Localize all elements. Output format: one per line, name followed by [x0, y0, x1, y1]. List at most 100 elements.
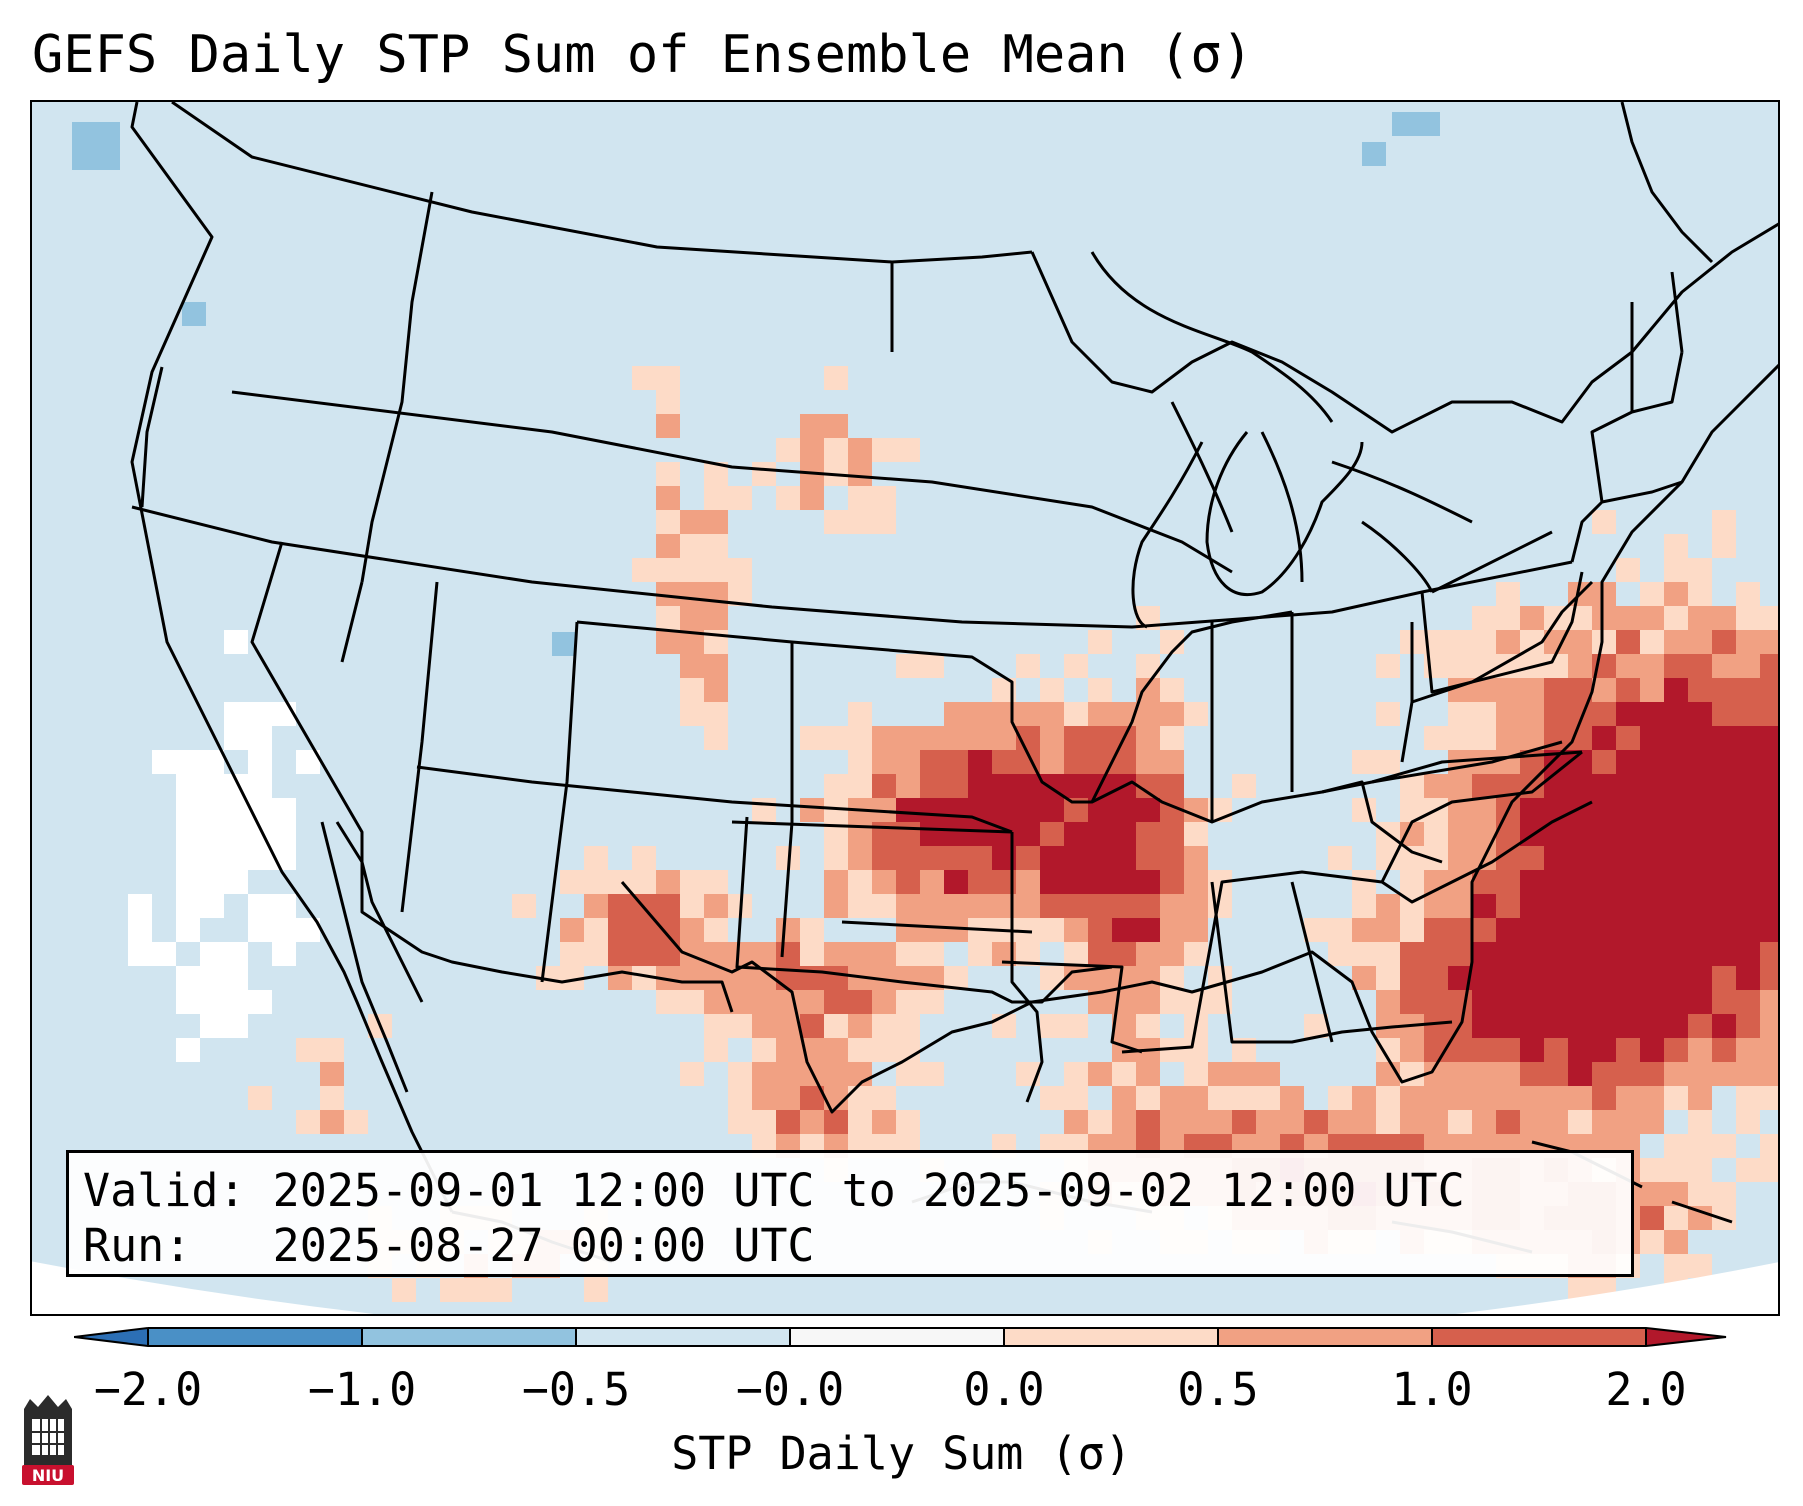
anomaly-cell [1616, 558, 1640, 582]
anomaly-cell [1328, 846, 1352, 870]
anomaly-cell [1760, 918, 1778, 942]
anomaly-cell [848, 1014, 872, 1038]
anomaly-cell [1640, 846, 1664, 870]
anomaly-cell [1568, 1062, 1592, 1086]
anomaly-cell [1544, 1110, 1568, 1134]
anomaly-cell [1712, 654, 1736, 678]
anomaly-cell [680, 678, 704, 702]
anomaly-cell [968, 870, 992, 894]
anomaly-cell [440, 1278, 464, 1302]
anomaly-cell [1472, 1038, 1496, 1062]
map-panel[interactable] [30, 100, 1780, 1316]
anomaly-cell [1160, 894, 1184, 918]
anomaly-cell [1328, 1086, 1352, 1110]
anomaly-cell [1616, 726, 1640, 750]
anomaly-cell [656, 390, 680, 414]
colorbar-tick-label: 0.5 [1177, 1363, 1259, 1416]
anomaly-cell [872, 1038, 896, 1062]
anomaly-cell [1712, 774, 1736, 798]
anomaly-cell [1448, 990, 1472, 1014]
anomaly-cell [968, 894, 992, 918]
anomaly-cell [704, 510, 728, 534]
anomaly-cell [1520, 1014, 1544, 1038]
anomaly-cell [272, 798, 296, 822]
anomaly-cell [1688, 1182, 1712, 1206]
anomaly-cell [704, 534, 728, 558]
anomaly-cell [896, 438, 920, 462]
anomaly-cell [1160, 870, 1184, 894]
anomaly-cell [1592, 774, 1616, 798]
anomaly-cell [1016, 798, 1040, 822]
anomaly-cell [1184, 1038, 1208, 1062]
anomaly-cell [824, 990, 848, 1014]
anomaly-cell [1688, 918, 1712, 942]
anomaly-cell [1568, 1086, 1592, 1110]
anomaly-cell [896, 942, 920, 966]
anomaly-cell [1496, 702, 1520, 726]
anomaly-cell [1592, 798, 1616, 822]
anomaly-cell [944, 726, 968, 750]
anomaly-cell [1760, 1158, 1778, 1182]
anomaly-cell [1592, 702, 1616, 726]
anomaly-cell [272, 894, 296, 918]
anomaly-cell [1568, 870, 1592, 894]
anomaly-cell [1640, 1206, 1664, 1230]
anomaly-cell [1640, 1158, 1664, 1182]
anomaly-cell [872, 726, 896, 750]
anomaly-cell [848, 894, 872, 918]
anomaly-cell [1184, 1110, 1208, 1134]
anomaly-cell [272, 822, 296, 846]
anomaly-cell [1088, 894, 1112, 918]
anomaly-cell [1544, 846, 1568, 870]
anomaly-cell [248, 918, 272, 942]
anomaly-cell [584, 942, 608, 966]
anomaly-cell [1328, 918, 1352, 942]
anomaly-cell [896, 798, 920, 822]
anomaly-cell [1136, 702, 1160, 726]
anomaly-cell [1376, 894, 1400, 918]
anomaly-cell [872, 438, 896, 462]
anomaly-cell [920, 750, 944, 774]
anomaly-cell [1688, 702, 1712, 726]
anomaly-cell [1592, 678, 1616, 702]
anomaly-cell [1064, 1014, 1088, 1038]
anomaly-cell [1688, 870, 1712, 894]
anomaly-cell [1712, 534, 1736, 558]
anomaly-cell [1496, 678, 1520, 702]
anomaly-cell [1712, 870, 1736, 894]
anomaly-cell [1616, 822, 1640, 846]
anomaly-cell [72, 146, 96, 170]
anomaly-cell [1112, 822, 1136, 846]
anomaly-cell [152, 942, 176, 966]
anomaly-cell [1688, 1086, 1712, 1110]
anomaly-cell [1736, 798, 1760, 822]
anomaly-cell [1400, 918, 1424, 942]
anomaly-cell [1736, 1038, 1760, 1062]
anomaly-cell [704, 1014, 728, 1038]
anomaly-cell [752, 798, 776, 822]
anomaly-cell [1640, 582, 1664, 606]
run-label: Run: [83, 1219, 192, 1272]
anomaly-cell [1736, 1062, 1760, 1086]
anomaly-cell [656, 486, 680, 510]
anomaly-cell [1496, 726, 1520, 750]
anomaly-cell [1592, 894, 1616, 918]
anomaly-cell [1496, 1086, 1520, 1110]
anomaly-cell [656, 606, 680, 630]
anomaly-cell [1664, 606, 1688, 630]
anomaly-cell [1136, 966, 1160, 990]
anomaly-cell [632, 918, 656, 942]
anomaly-cell [1040, 918, 1064, 942]
anomaly-cell [632, 558, 656, 582]
anomaly-cell [1664, 1086, 1688, 1110]
anomaly-cell [1544, 1014, 1568, 1038]
anomaly-cell [1736, 894, 1760, 918]
anomaly-cell [1088, 1110, 1112, 1134]
anomaly-cell [1640, 1182, 1664, 1206]
anomaly-cell [1616, 870, 1640, 894]
niu-logo: NIU [22, 1395, 74, 1485]
anomaly-cell [1640, 918, 1664, 942]
anomaly-cell [176, 822, 200, 846]
anomaly-cell [920, 990, 944, 1014]
colorbar-tick-label: −1.0 [307, 1363, 417, 1416]
